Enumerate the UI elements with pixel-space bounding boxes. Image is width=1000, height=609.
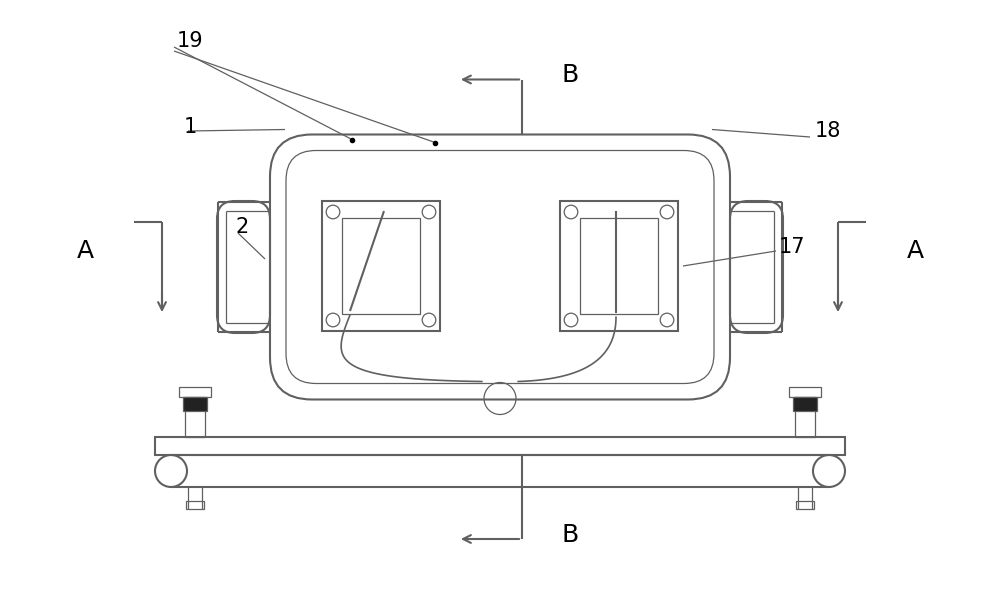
Bar bbox=[342, 218, 420, 314]
Text: B: B bbox=[561, 63, 579, 88]
Text: B: B bbox=[561, 523, 579, 547]
Bar bbox=[155, 437, 845, 455]
Text: 19: 19 bbox=[177, 31, 203, 51]
Bar bbox=[795, 397, 815, 437]
Text: A: A bbox=[906, 239, 924, 263]
Bar bbox=[179, 387, 211, 397]
Bar bbox=[186, 501, 204, 509]
Bar bbox=[185, 397, 205, 437]
Text: A: A bbox=[76, 239, 94, 263]
Text: 18: 18 bbox=[815, 121, 841, 141]
Bar bbox=[793, 397, 817, 411]
Text: 2: 2 bbox=[235, 217, 249, 237]
Bar bbox=[183, 397, 207, 411]
Bar bbox=[322, 201, 440, 331]
Text: 17: 17 bbox=[779, 237, 805, 257]
Bar bbox=[789, 387, 821, 397]
Bar bbox=[580, 218, 658, 314]
Bar bbox=[560, 201, 678, 331]
Bar bbox=[796, 501, 814, 509]
Text: 1: 1 bbox=[183, 117, 197, 137]
